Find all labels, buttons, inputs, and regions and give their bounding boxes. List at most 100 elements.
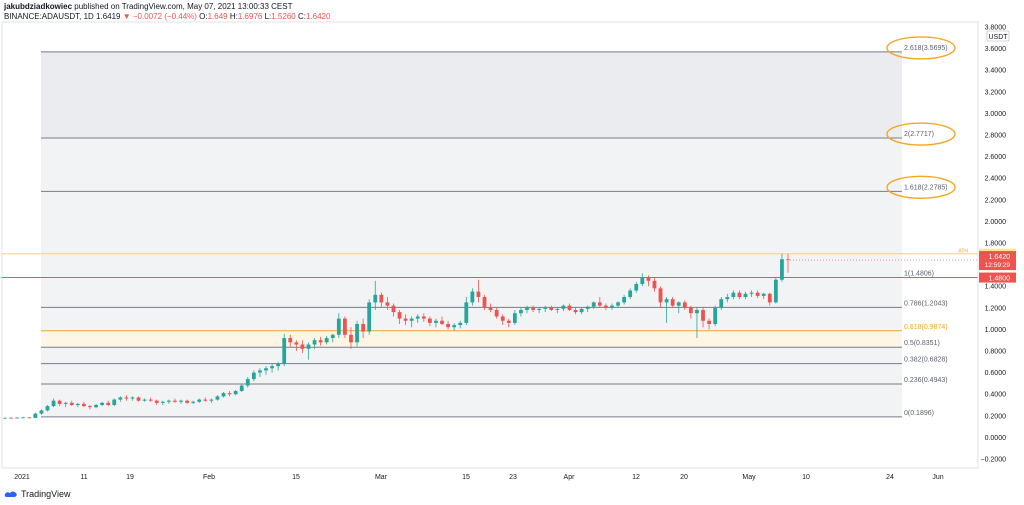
candle xyxy=(561,304,566,312)
fib-golden-zone xyxy=(41,330,902,348)
candle xyxy=(512,309,517,326)
annotation-circle xyxy=(886,36,956,60)
tradingview-logo[interactable]: TradingView xyxy=(4,489,71,499)
candle-body xyxy=(270,366,274,369)
candle xyxy=(215,395,220,401)
candle-body xyxy=(258,370,262,373)
candle-body xyxy=(482,297,487,308)
candle xyxy=(373,280,378,310)
candle-body xyxy=(185,400,189,403)
candle-body xyxy=(773,279,778,303)
candle xyxy=(69,400,74,407)
candle-body xyxy=(640,277,645,285)
currency-label: USDT xyxy=(988,34,1008,41)
candle-body xyxy=(452,325,457,328)
candle xyxy=(773,277,778,304)
price-tick-label: 2.8000 xyxy=(985,133,1007,140)
candle-body xyxy=(203,399,208,401)
candle-body xyxy=(124,397,129,399)
candle-body xyxy=(106,402,111,405)
candle-body xyxy=(251,372,256,380)
candle-body xyxy=(701,309,705,321)
time-tick-label: 12 xyxy=(632,474,640,481)
candle xyxy=(701,307,705,328)
candle-body xyxy=(27,417,32,419)
candle xyxy=(397,309,402,324)
candle xyxy=(525,305,529,314)
candle-body xyxy=(239,385,244,391)
candle xyxy=(767,292,772,306)
candle-body xyxy=(549,307,554,310)
candle-body xyxy=(652,280,657,289)
candle xyxy=(300,340,305,354)
candle-body xyxy=(421,316,426,319)
symbol-label[interactable]: BINANCE:ADAUSDT, 1D xyxy=(4,12,94,21)
time-tick-label: May xyxy=(742,474,756,481)
candle-body xyxy=(658,288,663,303)
candle xyxy=(203,397,208,402)
fib-level-label: 2.618(3.5695) xyxy=(904,45,948,52)
candle-body xyxy=(130,397,135,399)
candle-body xyxy=(100,402,105,405)
close-value: 1.6420 xyxy=(305,12,331,21)
candle xyxy=(604,303,608,310)
candle xyxy=(312,338,317,349)
candle xyxy=(343,316,347,339)
time-axis[interactable]: 2021 11 19 Feb 15 Mar 15 23 Apr 12 20 May 10 24 Jun xyxy=(2,467,978,481)
price-axis[interactable]: 3.8000 3.6000 3.4000 3.2000 3.0000 2.8000 2.60… xyxy=(977,22,1016,468)
candle-body xyxy=(166,400,171,402)
candle xyxy=(737,290,742,300)
candle-body xyxy=(312,340,317,345)
candle xyxy=(294,340,299,351)
candle-body xyxy=(427,318,432,323)
candle xyxy=(506,318,511,328)
candle-body xyxy=(118,397,123,400)
time-tick-label: 15 xyxy=(292,474,300,481)
candle xyxy=(88,405,92,410)
countdown-value: 12:59:29 xyxy=(985,262,1011,269)
candle-body xyxy=(45,406,50,411)
candle xyxy=(482,294,487,310)
candle xyxy=(142,398,147,402)
candle xyxy=(476,279,481,303)
candle-body xyxy=(628,290,633,297)
candle-body xyxy=(713,307,718,324)
candle-body xyxy=(142,399,147,401)
candle-body xyxy=(94,405,98,408)
candle-body xyxy=(688,307,693,314)
price-tick-label: 0.2000 xyxy=(985,413,1007,420)
candle-body xyxy=(682,302,687,308)
time-tick-label: 15 xyxy=(462,474,470,481)
candle xyxy=(282,333,287,367)
candle xyxy=(682,300,687,310)
candle-body xyxy=(664,299,669,303)
candle-body xyxy=(695,309,699,314)
author-name[interactable]: jakubdziadkowiec xyxy=(4,2,73,11)
candle xyxy=(124,395,129,401)
candle xyxy=(494,307,499,319)
candle xyxy=(664,297,669,323)
open-value: 1.649 xyxy=(207,12,228,21)
candle xyxy=(555,307,560,314)
last-price-value: 1.6420 xyxy=(989,254,1011,261)
candle-body xyxy=(415,316,420,319)
candle xyxy=(749,290,754,297)
candle xyxy=(519,307,523,317)
candle xyxy=(148,397,153,402)
candle xyxy=(27,416,32,419)
annotation-circle xyxy=(886,122,956,146)
candle xyxy=(94,403,98,409)
price-tick-label: 2.2000 xyxy=(985,197,1007,204)
candle xyxy=(446,320,450,330)
candle xyxy=(3,417,7,419)
candle-body xyxy=(318,340,323,343)
candle-body xyxy=(57,400,62,404)
candle-body xyxy=(531,307,535,310)
price-tick-label: 1.2000 xyxy=(985,305,1007,312)
fib-zone-top xyxy=(41,51,902,139)
candle xyxy=(173,398,177,403)
candle-body xyxy=(476,291,481,297)
candle-body xyxy=(786,259,790,261)
candle-body xyxy=(276,363,281,367)
